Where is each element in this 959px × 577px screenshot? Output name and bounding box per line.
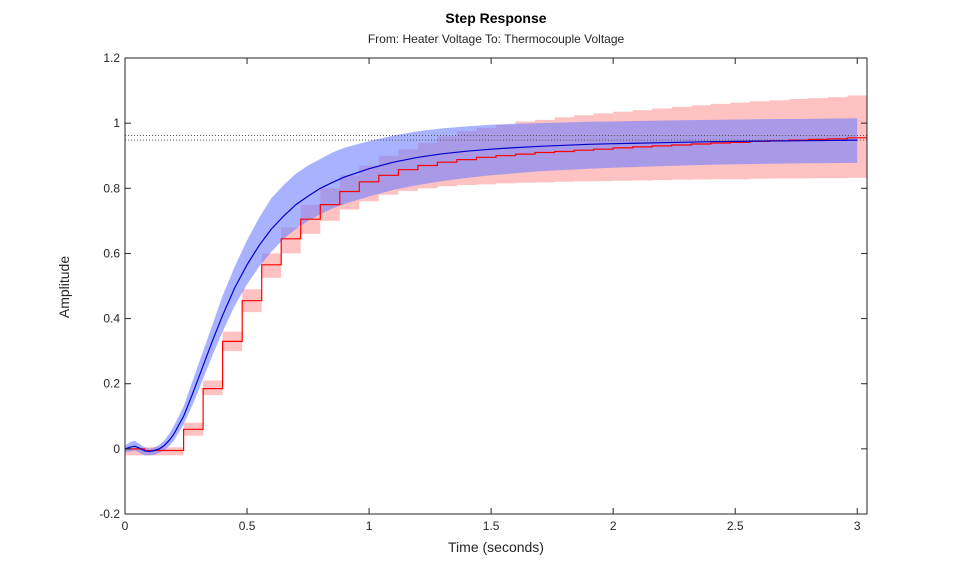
x-tick-label: 2: [610, 519, 617, 533]
x-tick-label: 2.5: [727, 519, 744, 533]
y-tick-label: 0.8: [103, 181, 120, 195]
response-line-1: [125, 137, 867, 452]
axes-box: [124, 57, 868, 515]
x-tick-label: 3: [854, 519, 861, 533]
x-axis-label: Time (seconds): [448, 539, 544, 555]
y-tick-label: 0.4: [103, 312, 120, 326]
x-tick-label: 0: [122, 519, 129, 533]
y-tick-label: 0: [113, 442, 120, 456]
x-tick-label: 1.5: [483, 519, 500, 533]
y-axis-label: Amplitude: [56, 256, 72, 318]
y-tick-label: -0.2: [99, 507, 120, 521]
plot-area: 0 0.5 1 1.5 2 2.5 3-0.200.20.40.60.811.2: [99, 51, 868, 533]
x-tick-label: 0.5: [239, 519, 256, 533]
x-tick-label: 1: [366, 519, 373, 533]
y-tick-label: 0.2: [103, 377, 120, 391]
y-tick-label: 1: [113, 116, 120, 130]
chart-title: Step Response: [445, 10, 546, 26]
confidence-band-2: [125, 118, 858, 456]
y-tick-label: 1.2: [103, 51, 120, 65]
chart-subtitle: From: Heater Voltage To: Thermocouple Vo…: [368, 32, 625, 46]
y-tick-label: 0.6: [103, 246, 120, 260]
response-line-2: [124, 139, 858, 453]
